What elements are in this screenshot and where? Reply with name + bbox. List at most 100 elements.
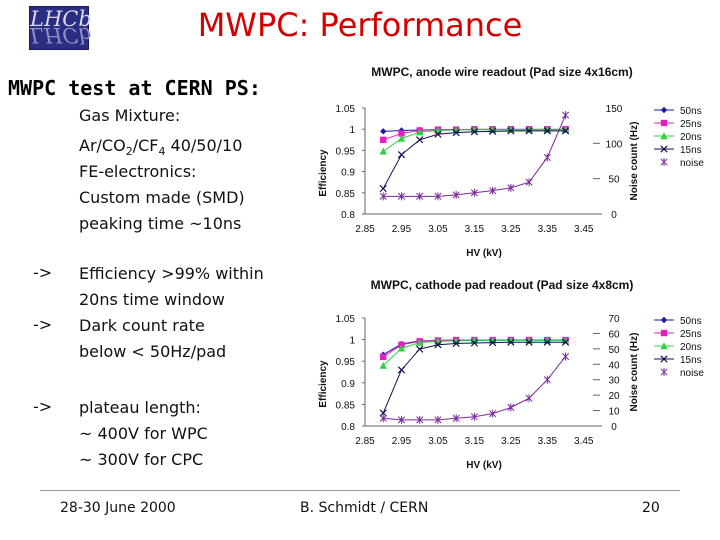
data-point-noise [379, 414, 387, 423]
x-tick-label: 3.05 [428, 436, 448, 447]
data-point-noise [397, 192, 406, 201]
x-tick-label: 3.15 [465, 436, 485, 447]
data-point-15ns [452, 128, 460, 137]
fe-label: FE-electronics: [79, 162, 197, 181]
legend-marker-noise [660, 368, 668, 376]
data-point-15ns [416, 345, 424, 353]
y2-tick-label: 20 [608, 391, 620, 402]
footer-date: 28-30 June 2000 [60, 500, 176, 516]
data-point-15ns [434, 341, 442, 349]
x-axis-label: HV (kV) [466, 460, 502, 471]
y2-tick-label: 50 [608, 345, 620, 356]
data-point-noise [434, 192, 442, 201]
bullet-arrow-3: -> [33, 397, 53, 416]
bullet-3-line3: ~ 300V for CPC [79, 450, 204, 469]
y2-tick-label: 150 [606, 104, 623, 115]
y-tick-label: 0.8 [341, 210, 355, 221]
y2-axis-label: Noise count (Hz) [629, 333, 640, 412]
data-point-15ns [507, 127, 515, 135]
x-tick-label: 3.25 [501, 436, 521, 447]
bullet-3-line1: plateau length: [79, 398, 201, 417]
data-point-noise [525, 394, 533, 403]
gas-mixture: Ar/CO2/CF4 40/50/10 [79, 136, 243, 159]
data-point-15ns [507, 338, 515, 346]
slide-subtitle: MWPC test at CERN PS: [8, 76, 261, 100]
data-point-15ns [470, 128, 479, 136]
data-point-20ns [379, 361, 387, 369]
legend-label-15ns: 15ns [680, 145, 702, 156]
y-tick-label: 0.9 [341, 168, 355, 179]
data-point-noise [470, 412, 478, 421]
y2-tick-label: 10 [608, 407, 620, 418]
data-point-50ns [380, 128, 387, 135]
data-point-noise [525, 178, 533, 187]
data-point-noise [543, 375, 551, 384]
data-point-noise [543, 153, 551, 162]
legend-marker-25ns [660, 119, 668, 127]
y2-tick-label: 40 [608, 360, 620, 371]
data-point-15ns [379, 184, 387, 193]
data-point-15ns [488, 127, 497, 135]
y2-tick-label: 50 [608, 175, 620, 186]
gas-label: Gas Mixture: [79, 106, 181, 125]
x-tick-label: 3.45 [574, 224, 594, 235]
data-point-noise [470, 188, 478, 197]
x-tick-label: 2.85 [355, 436, 375, 447]
x-axis-label: HV (kV) [466, 248, 502, 259]
data-point-noise [489, 409, 497, 418]
y2-tick-label: 0 [611, 210, 617, 221]
y-tick-label: 0.8 [341, 422, 355, 433]
y-tick-label: 0.95 [336, 357, 356, 368]
legend-label-noise: noise [680, 158, 704, 169]
series-line-20ns [382, 339, 566, 366]
data-point-20ns [415, 128, 424, 136]
y-tick-label: 1.05 [336, 314, 356, 325]
bullet-1-line1: Efficiency >99% within [79, 264, 264, 283]
data-point-20ns [488, 336, 497, 344]
legend-label-20ns: 20ns [680, 132, 702, 143]
bullet-2-line2: below < 50Hz/pad [79, 342, 227, 361]
y-tick-label: 1 [349, 336, 355, 347]
series-line-noise [383, 356, 566, 421]
y-tick-label: 0.85 [336, 189, 356, 200]
data-point-noise [507, 183, 515, 192]
x-tick-label: 2.95 [392, 224, 412, 235]
bullet-arrow-2: -> [33, 315, 53, 334]
anode-chart: MWPC, anode wire readout (Pad size 4x16c… [318, 65, 704, 259]
data-point-15ns [452, 339, 460, 348]
data-point-15ns [434, 130, 442, 138]
data-point-15ns [488, 338, 497, 347]
data-point-noise [416, 192, 424, 201]
bullet-arrow-1: -> [33, 263, 53, 282]
data-point-25ns [380, 353, 387, 361]
x-tick-label: 3.05 [428, 224, 448, 235]
data-point-20ns [470, 125, 479, 133]
bullet-1-line2: 20ns time window [79, 290, 225, 309]
legend-label-15ns: 15ns [680, 355, 702, 366]
fe-line1: Custom made (SMD) [79, 188, 245, 207]
lhcb-logo: LHCb LHCb [29, 6, 92, 50]
y2-tick-label: 100 [606, 139, 623, 150]
data-point-25ns [398, 130, 405, 137]
data-point-20ns [379, 147, 387, 155]
chart-title: MWPC, anode wire readout (Pad size 4x16c… [371, 65, 632, 79]
y-tick-label: 0.9 [341, 379, 355, 390]
series-line-15ns [382, 130, 566, 189]
fe-line2: peaking time ~10ns [79, 214, 242, 233]
data-point-noise [397, 415, 406, 424]
legend-marker-50ns [660, 316, 668, 324]
footer-author: B. Schmidt / CERN [300, 500, 429, 516]
data-point-noise [452, 190, 460, 199]
series-line-15ns [382, 341, 566, 414]
data-point-15ns [397, 366, 406, 374]
y2-tick-label: 0 [611, 422, 617, 433]
y2-tick-label: 60 [608, 329, 620, 340]
data-point-noise [561, 111, 570, 120]
data-point-15ns [525, 338, 533, 346]
y-tick-label: 0.85 [336, 400, 356, 411]
y-axis-label: Efficiency [318, 360, 329, 408]
data-point-15ns [561, 338, 570, 346]
y-tick-label: 1 [349, 125, 355, 136]
data-point-15ns [416, 136, 424, 144]
data-point-noise [379, 192, 387, 201]
